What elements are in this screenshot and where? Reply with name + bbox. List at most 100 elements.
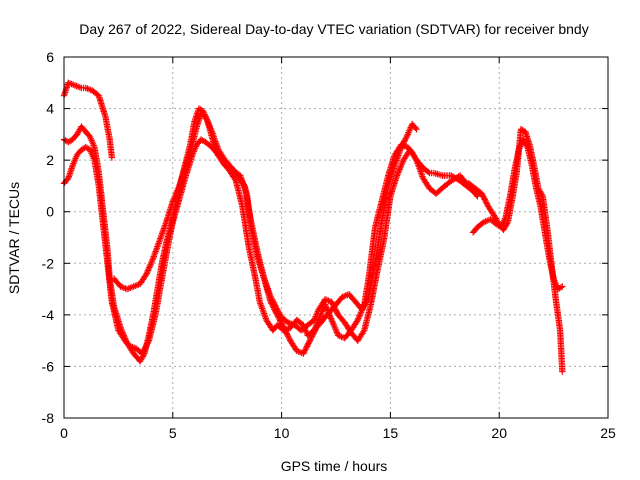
trace-segment — [189, 143, 200, 157]
trace-segment — [457, 173, 469, 186]
trace-segment — [359, 295, 372, 312]
trace-segment — [355, 328, 367, 343]
trace-segment — [216, 148, 228, 162]
trace-segment — [475, 219, 486, 230]
trace-segment — [104, 261, 115, 304]
trace-segment — [79, 124, 88, 134]
data-point — [354, 316, 361, 324]
trace-segment — [127, 343, 138, 351]
data-series — [60, 79, 566, 375]
trace-segment — [316, 297, 328, 312]
series-trace-d — [110, 110, 420, 357]
data-point — [143, 270, 150, 277]
trace-segment — [254, 251, 267, 281]
trace-segment — [122, 338, 132, 348]
trace-segment — [394, 158, 406, 178]
trace-segment — [183, 153, 196, 178]
trace-segment — [227, 168, 239, 183]
y-tick-label: 0 — [46, 204, 54, 220]
trace-segment — [421, 165, 432, 176]
trace-segment — [374, 238, 387, 273]
trace-segment — [84, 85, 94, 94]
trace-segment — [235, 173, 247, 188]
trace-segment — [194, 137, 204, 147]
trace-segment — [471, 189, 480, 199]
trace-segment — [146, 313, 159, 343]
x-tick-label: 25 — [600, 425, 616, 441]
x-tick-label: 0 — [60, 425, 68, 441]
trace-segment — [165, 220, 176, 245]
trace-segment — [509, 171, 520, 201]
trace-segment — [257, 300, 269, 322]
trace-segment — [342, 320, 354, 335]
trace-segment — [314, 318, 326, 330]
trace-segment — [163, 199, 176, 224]
trace-segment — [220, 160, 232, 173]
data-point — [300, 350, 307, 357]
trace-segment — [229, 166, 241, 178]
trace-segment — [486, 204, 498, 219]
trace-segment — [214, 150, 223, 160]
trace-segment — [413, 158, 426, 180]
trace-segment — [137, 271, 149, 286]
data-point — [280, 324, 287, 331]
trace-segment — [295, 348, 305, 357]
trace-segment — [83, 129, 93, 139]
trace-segment — [410, 122, 419, 132]
trace-segment — [320, 310, 332, 322]
trace-segment — [385, 163, 398, 188]
data-point — [559, 368, 566, 375]
trace-segment — [372, 220, 385, 265]
trace-segment — [170, 197, 183, 224]
trace-segment — [209, 145, 219, 155]
trace-segment — [252, 277, 263, 304]
trace-segment — [199, 111, 208, 119]
trace-segment — [61, 176, 71, 186]
trace-segment — [202, 114, 215, 134]
data-point — [393, 172, 401, 179]
trace-segment — [311, 308, 322, 322]
trace-segment — [336, 332, 347, 341]
trace-segment — [346, 292, 358, 304]
trace-segment — [349, 318, 360, 333]
trace-segment — [95, 184, 107, 227]
data-point — [267, 298, 274, 306]
trace-segment — [544, 225, 555, 265]
trace-segment — [378, 184, 392, 224]
data-point — [358, 306, 366, 313]
trace-segment — [372, 199, 385, 229]
trace-segment — [87, 148, 97, 162]
trace-segment — [90, 88, 101, 98]
y-axis-label: SDTVAR / TECUs — [6, 182, 22, 294]
trace-segment — [294, 317, 306, 328]
trace-segment — [299, 323, 310, 333]
trace-segment — [233, 179, 246, 209]
data-point — [169, 198, 176, 205]
trace-segment — [300, 338, 313, 356]
x-tick-label: 20 — [491, 425, 507, 441]
trace-segment — [239, 204, 252, 250]
trace-segment — [159, 241, 172, 281]
data-point — [108, 154, 116, 161]
y-tick-label: -4 — [42, 307, 55, 323]
x-tick-label: 15 — [383, 425, 399, 441]
trace-segment — [361, 303, 374, 332]
trace-segment — [466, 181, 478, 191]
trace-segment — [189, 125, 200, 147]
trace-segment — [367, 269, 381, 307]
trace-segment — [91, 158, 102, 188]
trace-segment — [246, 246, 259, 281]
x-tick-label: 5 — [169, 425, 177, 441]
trace-segment — [307, 326, 319, 343]
trace-segment — [531, 163, 542, 190]
trace-segment — [73, 82, 83, 91]
trace-segment — [536, 186, 545, 198]
trace-segment — [197, 106, 205, 114]
y-tick-label: 2 — [46, 152, 54, 168]
trace-segment — [62, 137, 71, 145]
trace-segment — [74, 147, 84, 157]
trace-segment — [385, 153, 398, 178]
trace-segment — [434, 183, 447, 196]
trace-segment — [479, 191, 491, 209]
trace-segment — [548, 261, 559, 301]
